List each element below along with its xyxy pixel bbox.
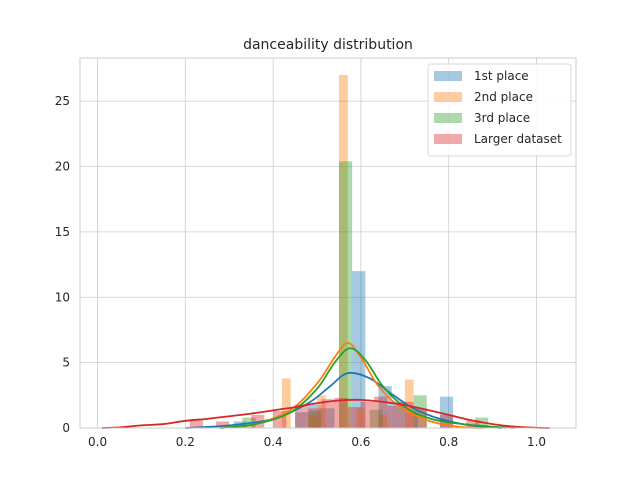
histogram-bar <box>334 397 348 428</box>
kde-line <box>220 347 515 429</box>
histogram-bar <box>308 404 322 428</box>
x-tick-label: 0.4 <box>264 435 283 449</box>
histogram-bar <box>338 74 348 429</box>
plot-area: 0.0 0.2 0.4 0.6 0.8 1.0 0 5 10 15 20 25 1st place 2nd… <box>55 57 577 449</box>
histogram-bar <box>404 379 414 428</box>
histogram-bar <box>321 408 335 428</box>
legend-swatch <box>434 113 462 123</box>
y-tick-label: 25 <box>55 94 70 108</box>
x-tick-label: 1.0 <box>527 435 546 449</box>
x-tick-label: 0.0 <box>88 435 107 449</box>
histogram-bar <box>281 378 291 428</box>
histogram-bar <box>321 399 335 428</box>
x-tick-label: 0.6 <box>351 435 370 449</box>
legend-box <box>427 63 572 157</box>
histogram-bar <box>347 407 361 428</box>
histogram-bar <box>295 412 309 428</box>
histogram-bar <box>189 420 203 428</box>
histogram-bar <box>374 396 388 428</box>
histogram-bar <box>360 401 375 428</box>
histogram-bar <box>352 271 366 428</box>
histogram-bar <box>369 409 383 428</box>
chart-title: danceability distribution <box>243 37 413 53</box>
legend-label: 3rd place <box>474 111 530 125</box>
legend-label: 2nd place <box>474 90 533 104</box>
legend-swatch <box>434 71 462 81</box>
histogram-bar <box>356 408 366 428</box>
legend-label: Larger dataset <box>474 132 562 146</box>
histogram-bar <box>317 395 326 428</box>
x-tick-label: 0.2 <box>176 435 195 449</box>
kde-line <box>220 342 484 429</box>
x-tick-label: 0.8 <box>439 435 458 449</box>
histogram-bar <box>387 405 401 428</box>
histogram-bar <box>338 161 353 428</box>
y-tick-label: 10 <box>55 290 70 304</box>
histogram-bar <box>308 408 322 428</box>
legend-label: 1st place <box>474 69 529 83</box>
histogram-bar <box>308 414 318 428</box>
histogram-bar <box>308 411 322 428</box>
histogram-bar <box>295 404 309 428</box>
histogram-bar <box>466 420 480 428</box>
y-tick-label: 0 <box>62 421 70 435</box>
legend-swatch <box>434 92 462 102</box>
legend-swatch <box>434 134 462 144</box>
histogram-bar <box>216 421 230 428</box>
y-tick-label: 5 <box>62 356 70 370</box>
kde-line <box>101 398 550 429</box>
histogram-bar <box>378 414 388 428</box>
axes-frame <box>79 57 577 429</box>
y-tick-label: 20 <box>55 160 70 174</box>
y-tick-label: 15 <box>55 225 70 239</box>
